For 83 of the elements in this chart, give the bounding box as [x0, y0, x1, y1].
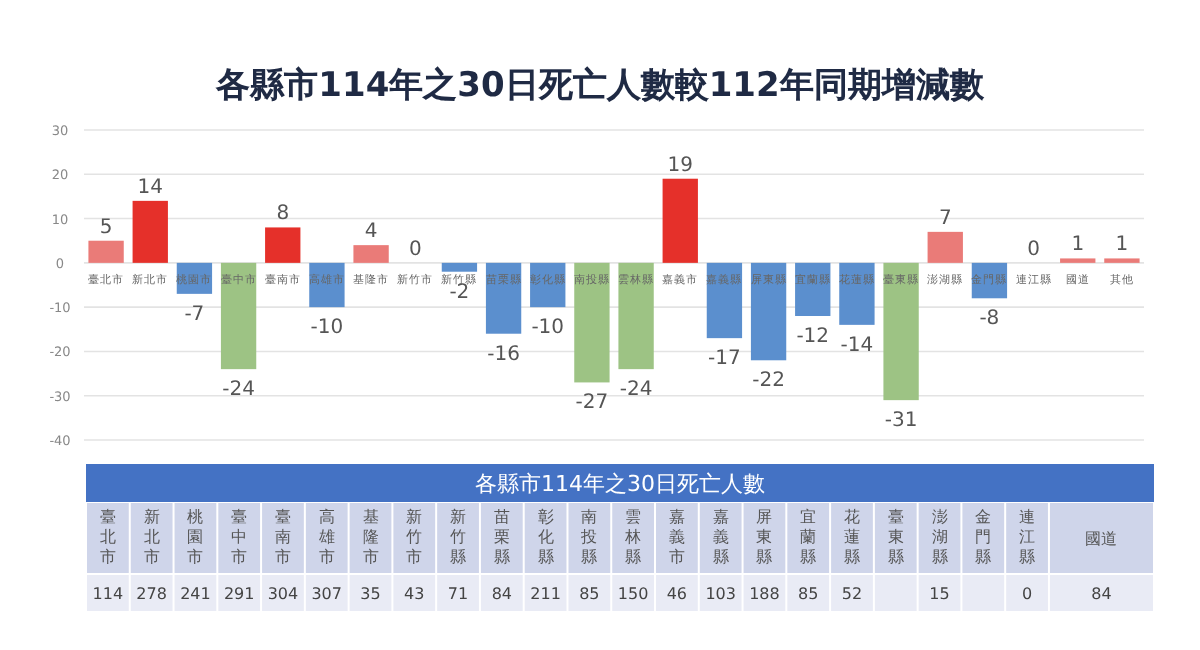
data-label: 0 — [1021, 585, 1033, 603]
data-label: -10 — [531, 317, 565, 340]
data-label: -27 — [575, 392, 609, 415]
category-label: 苗栗縣 — [493, 508, 510, 566]
bar — [88, 240, 124, 263]
category-label: 臺北市 — [99, 508, 116, 566]
data-label: 84 — [1091, 585, 1112, 603]
data-label: 188 — [749, 585, 780, 603]
category-label: 金門縣 — [975, 508, 992, 566]
category-label: 基隆市 — [362, 508, 379, 566]
data-label: -14 — [840, 334, 874, 357]
data-label: 19 — [667, 154, 693, 177]
data-label: 85 — [798, 585, 819, 603]
bar — [839, 262, 875, 325]
category-label: 新竹縣 — [450, 508, 467, 566]
data-label: 4 — [364, 221, 378, 244]
bar — [265, 227, 301, 263]
bar — [132, 200, 168, 263]
data-label: -2 — [449, 281, 470, 304]
data-label: 278 — [136, 585, 167, 603]
data-label: 1 — [1071, 234, 1085, 257]
category-label: 南投縣 — [579, 508, 598, 566]
category-label: 澎湖縣 — [931, 508, 948, 566]
data-label: -24 — [619, 379, 653, 402]
bar — [927, 231, 963, 263]
bar — [618, 262, 654, 370]
data-label: -12 — [796, 326, 830, 348]
bar — [883, 262, 919, 401]
data-label: 7 — [938, 207, 952, 230]
category-label: 新北市 — [143, 508, 160, 566]
data-label: 0 — [408, 238, 422, 261]
bar — [353, 245, 389, 263]
data-label: 114 — [92, 585, 124, 603]
data-label: 46 — [666, 585, 688, 603]
data-label: -8 — [979, 308, 1000, 331]
category-label: 臺南市 — [274, 508, 291, 566]
data-label: 52 — [841, 585, 863, 603]
category-label: 連江縣 — [1019, 508, 1036, 566]
bar — [441, 262, 478, 272]
bar — [220, 262, 257, 370]
data-label: -31 — [884, 410, 918, 433]
category-label: 臺中市 — [231, 508, 248, 566]
data-label: 241 — [180, 585, 211, 603]
bar — [574, 262, 610, 383]
category-label: 宜蘭縣 — [800, 508, 817, 566]
category-label: 嘉義縣 — [712, 508, 729, 566]
data-label: 8 — [276, 203, 290, 226]
data-label: -7 — [184, 303, 205, 326]
data-label: 1 — [1115, 234, 1129, 257]
chart-title: 各縣市114年之30日死亡人數較112年同期增減數 — [214, 66, 986, 106]
data-label: 103 — [705, 585, 736, 603]
category-label: 彰化縣 — [537, 508, 554, 566]
data-label: 43 — [404, 585, 425, 603]
data-label: 150 — [617, 585, 649, 603]
category-label: 雲林縣 — [623, 508, 642, 566]
data-label: 211 — [530, 585, 561, 603]
bar — [662, 178, 698, 263]
data-label: -24 — [222, 379, 255, 402]
data-label: -16 — [487, 343, 520, 366]
category-label: 臺東縣 — [887, 508, 904, 566]
data-label: 85 — [579, 585, 600, 603]
category-label: 桃園市 — [187, 508, 204, 566]
data-label: -17 — [708, 348, 741, 371]
text: 各縣市114年之30日死亡人數 — [475, 471, 765, 497]
data-label: 84 — [491, 585, 513, 603]
data-label: 35 — [360, 585, 381, 603]
data-label: 15 — [929, 585, 950, 603]
category-label: 花蓮縣 — [843, 508, 860, 566]
bar — [750, 262, 787, 361]
data-label: -22 — [752, 370, 785, 393]
data-label: 0 — [1027, 238, 1040, 261]
data-label: 5 — [99, 216, 113, 239]
data-label: 71 — [447, 585, 469, 603]
data-label: 304 — [267, 585, 299, 603]
category-label: 嘉義市 — [668, 508, 685, 566]
category-label: 屏東縣 — [756, 508, 773, 566]
category-label: 新竹市 — [406, 508, 423, 566]
data-label: 291 — [223, 585, 255, 603]
category-label: 高雄市 — [316, 508, 335, 566]
data-label: -10 — [310, 317, 344, 340]
data-label: 307 — [311, 585, 343, 603]
data-label: 14 — [137, 176, 163, 199]
category-label: 國道 — [1085, 530, 1118, 548]
